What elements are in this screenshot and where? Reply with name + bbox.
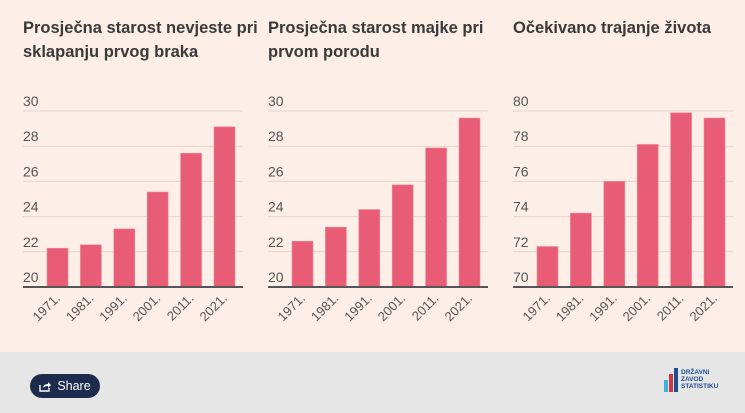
chart-panel-3: Očekivano trajanje života 70 72 74 76 78 80 19…	[510, 0, 745, 352]
x-tick-label: 2001.	[375, 291, 409, 325]
x-tick-label: 1991.	[96, 291, 130, 325]
chart-title: Prosječna starost majke pri prvom porodu	[268, 19, 484, 61]
y-tick-label: 24	[23, 199, 39, 215]
x-tick-label: 1981.	[553, 291, 587, 325]
x-tick-label: 1981.	[308, 291, 342, 325]
y-tick-label: 78	[513, 128, 529, 144]
x-tick-label: 1981.	[63, 291, 97, 325]
y-tick-label: 28	[268, 128, 284, 144]
y-tick-label: 80	[513, 93, 529, 109]
bar-2001	[636, 144, 659, 288]
y-tick-label: 30	[23, 93, 39, 109]
bar-1971	[46, 247, 69, 288]
y-tick-label: 72	[513, 234, 529, 250]
y-tick-label: 70	[513, 269, 529, 285]
y-tick-label: 30	[268, 93, 284, 109]
y-tick-label: 22	[268, 234, 284, 250]
bar-2011	[425, 147, 447, 288]
x-tick-label: 2001.	[620, 291, 654, 325]
bar-1991	[113, 228, 136, 288]
x-tick-label: 2011.	[654, 291, 687, 324]
x-tick-label: 1971.	[30, 291, 64, 325]
chart-title: Očekivano trajanje života	[513, 19, 712, 37]
bar-2001	[391, 184, 414, 288]
share-label: Share	[57, 379, 91, 393]
y-tick-label: 20	[23, 269, 39, 285]
bar-1971	[291, 240, 314, 288]
bar-2011	[180, 152, 202, 288]
y-tick-label: 20	[268, 269, 284, 285]
x-tick-label: 2021.	[442, 291, 476, 325]
bar-1981	[80, 244, 102, 288]
x-tick-label: 1991.	[586, 291, 620, 325]
y-tick-label: 74	[513, 199, 529, 215]
bar-1981	[325, 226, 347, 288]
y-tick-label: 76	[513, 163, 529, 179]
svg-text:ZAVOD: ZAVOD	[681, 376, 704, 383]
bar-1991	[358, 209, 381, 288]
y-tick-label: 22	[23, 234, 39, 250]
bar-1981	[570, 212, 592, 288]
chart-panel-1: Prosječna starost nevjeste pri sklapanju…	[20, 0, 260, 352]
bar-chart: 20 22 24 26 28 30 1971. 1981. 1991. 2001. 2011. 202…	[23, 93, 243, 325]
x-tick-label: 1971.	[520, 291, 554, 325]
y-tick-label: 26	[268, 163, 284, 179]
y-tick-label: 26	[23, 163, 39, 179]
y-tick-label: 24	[268, 199, 284, 215]
bar-1971	[536, 246, 559, 288]
chart-title: Prosječna starost nevjeste pri sklapanju…	[23, 19, 258, 61]
x-tick-label: 2011.	[409, 291, 442, 324]
svg-text:STATISTIKU: STATISTIKU	[681, 383, 719, 390]
x-tick-label: 2021.	[687, 291, 721, 325]
svg-text:DRŽAVNI: DRŽAVNI	[681, 367, 710, 376]
dzs-logo: DRŽAVNI ZAVOD STATISTIKU	[664, 367, 719, 392]
x-tick-label: 2021.	[197, 291, 231, 325]
chart-panel-2: Prosječna starost majke pri prvom porodu…	[265, 0, 505, 352]
bar-2021	[458, 117, 481, 288]
bar-2001	[146, 191, 169, 288]
bar-1991	[603, 181, 626, 288]
bar-chart: 20 22 24 26 28 30 1971. 1981. 1991. 2001. 2011. 202…	[268, 93, 488, 325]
bar-2011	[670, 112, 692, 288]
x-tick-label: 2001.	[130, 291, 164, 325]
x-tick-label: 1971.	[275, 291, 309, 325]
share-button[interactable]: Share	[30, 374, 100, 398]
share-icon	[39, 381, 52, 392]
footer: Share DRŽAVNI ZAVOD STATISTIKU	[0, 352, 745, 413]
bar-chart: 70 72 74 76 78 80 1971. 1981. 1991. 2001. 2011. 202…	[513, 93, 733, 325]
x-tick-label: 2011.	[164, 291, 197, 324]
bar-2021	[703, 117, 726, 288]
x-tick-label: 1991.	[341, 291, 375, 325]
bar-2021	[213, 126, 236, 288]
y-tick-label: 28	[23, 128, 39, 144]
